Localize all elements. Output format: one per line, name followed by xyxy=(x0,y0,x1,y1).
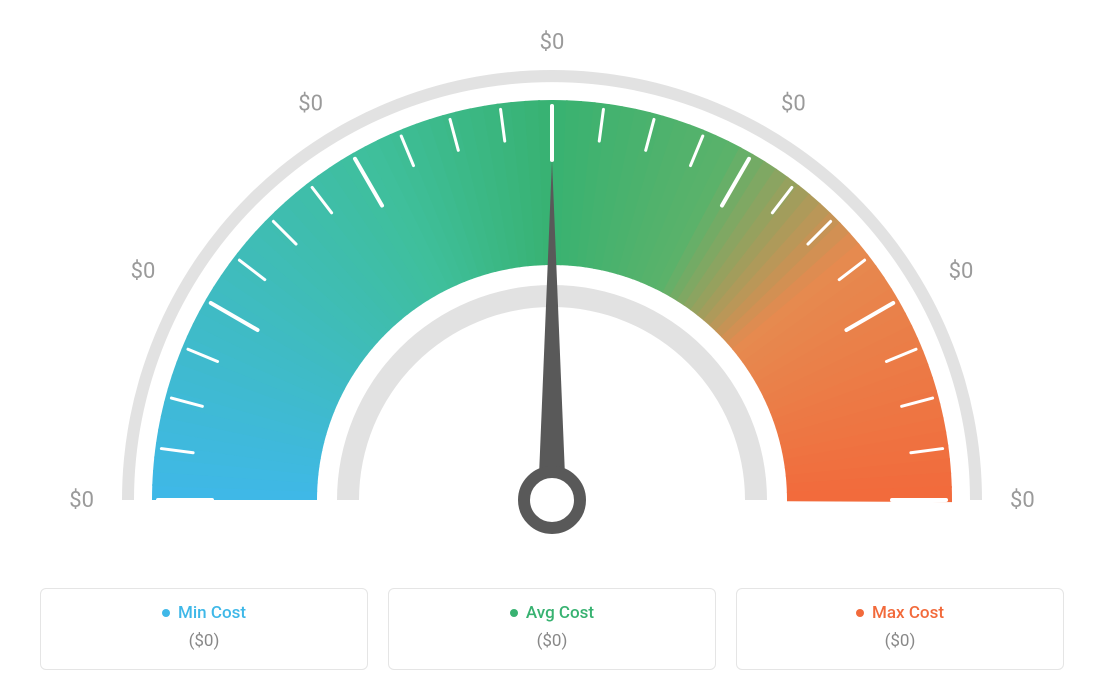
legend-label-min: Min Cost xyxy=(178,603,246,623)
legend-value-min: ($0) xyxy=(59,631,349,651)
legend-box-min: Min Cost ($0) xyxy=(40,588,368,670)
legend-box-max: Max Cost ($0) xyxy=(736,588,1064,670)
svg-text:$0: $0 xyxy=(69,488,94,513)
legend-value-max: ($0) xyxy=(755,631,1045,651)
svg-text:$0: $0 xyxy=(298,91,323,116)
svg-text:$0: $0 xyxy=(781,91,806,116)
legend-dot-avg xyxy=(510,609,518,617)
svg-text:$0: $0 xyxy=(949,259,974,284)
svg-text:$0: $0 xyxy=(131,259,156,284)
legend-box-avg: Avg Cost ($0) xyxy=(388,588,716,670)
legend-value-avg: ($0) xyxy=(407,631,697,651)
svg-text:$0: $0 xyxy=(540,30,565,55)
legend-dot-min xyxy=(162,609,170,617)
legend-dot-max xyxy=(856,609,864,617)
svg-text:$0: $0 xyxy=(1010,488,1035,513)
legend-label-avg: Avg Cost xyxy=(526,603,594,623)
gauge-chart: $0 $0 $0 $0 $0 $0 $0 xyxy=(0,0,1104,560)
legend-row: Min Cost ($0) Avg Cost ($0) Max Cost ($0… xyxy=(40,588,1064,670)
legend-label-max: Max Cost xyxy=(872,603,944,623)
